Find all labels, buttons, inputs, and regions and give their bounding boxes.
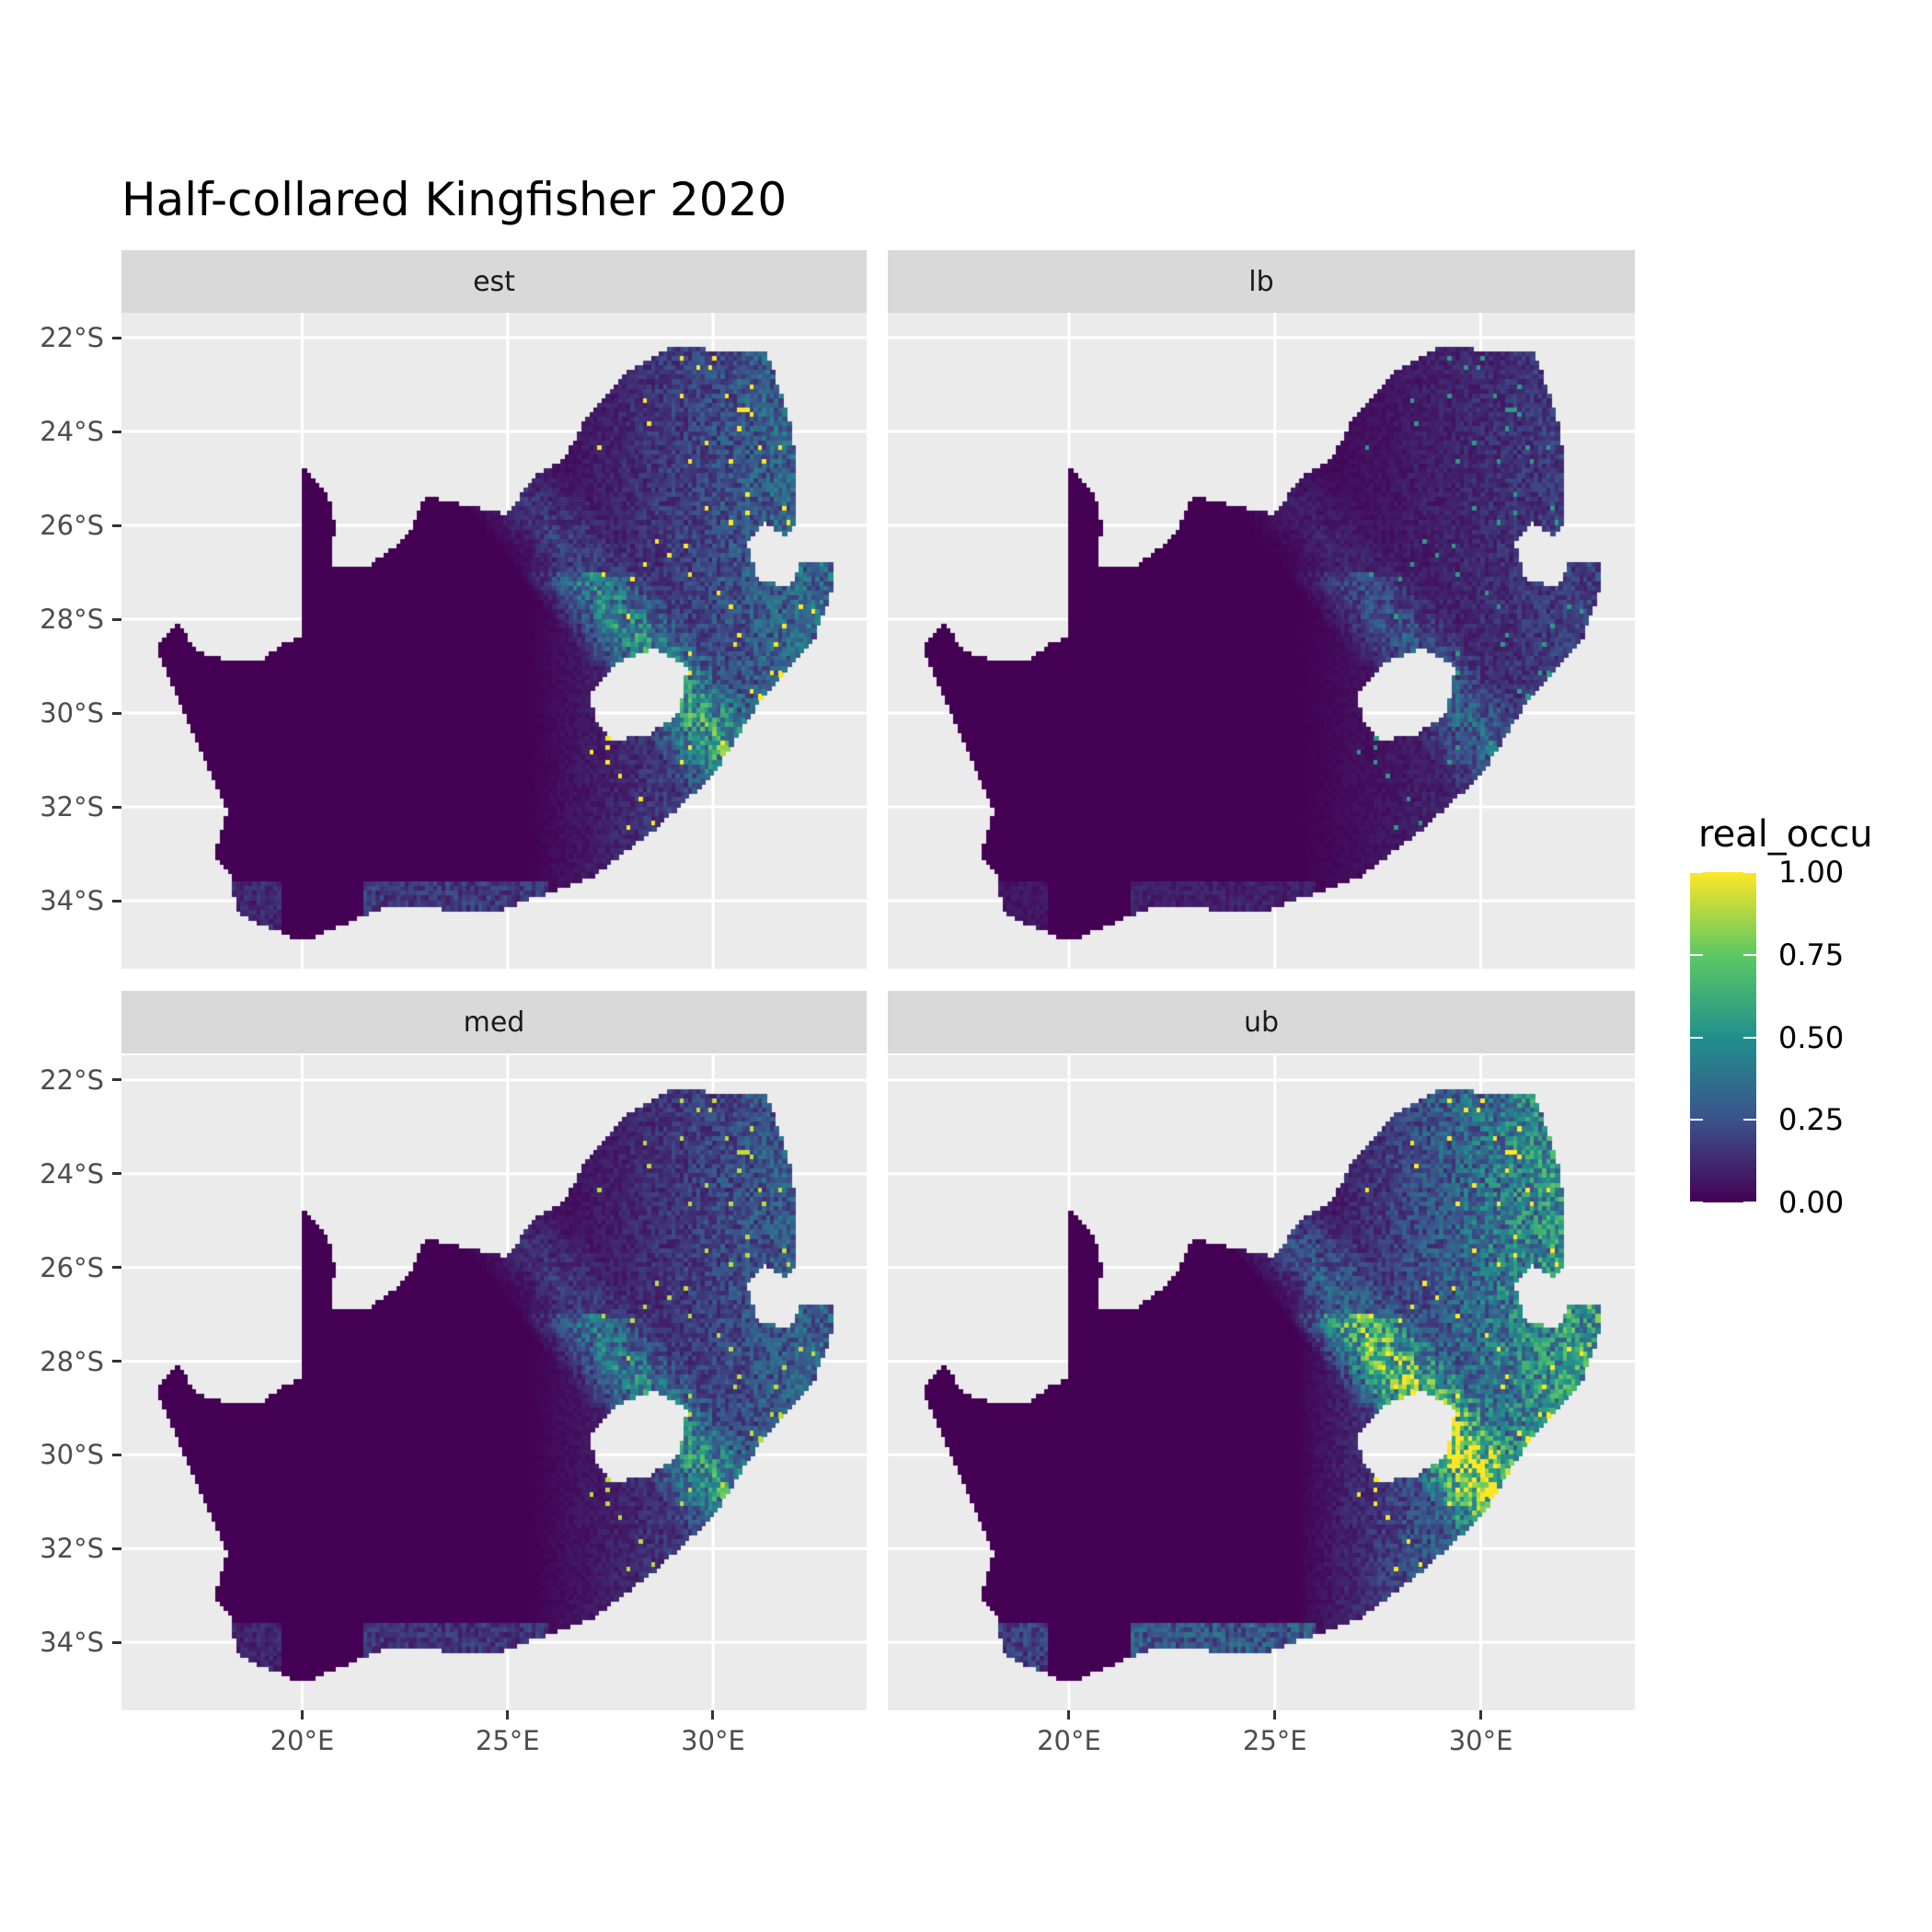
x-tick-label: 25°E <box>475 1725 540 1756</box>
facet-strip-med: med <box>121 991 867 1053</box>
y-tick-label: 30°S <box>40 1439 104 1471</box>
y-tick <box>112 899 121 903</box>
x-tick <box>711 1710 715 1719</box>
y-tick <box>112 430 121 433</box>
y-tick <box>112 1078 121 1082</box>
facet-strip-est: est <box>121 250 867 313</box>
facet-strip-lb: lb <box>888 250 1635 313</box>
y-tick <box>112 1640 121 1644</box>
legend-tick <box>1743 953 1756 956</box>
legend-label: 0.75 <box>1778 937 1845 972</box>
y-tick <box>112 1266 121 1270</box>
y-tick <box>112 523 121 527</box>
x-tick <box>1273 1710 1277 1719</box>
legend-title: real_occu <box>1698 813 1873 856</box>
legend-tick <box>1690 1036 1703 1039</box>
y-tick-label: 22°S <box>40 1064 104 1096</box>
x-tick-label: 20°E <box>270 1725 335 1756</box>
x-tick <box>300 1710 304 1719</box>
y-tick <box>112 617 121 621</box>
y-tick-label: 28°S <box>40 604 104 636</box>
y-tick-label: 24°S <box>40 1157 104 1190</box>
y-tick-label: 30°S <box>40 697 104 730</box>
y-tick-label: 32°S <box>40 1533 104 1565</box>
y-tick-label: 26°S <box>40 1251 104 1283</box>
facet-label: lb <box>1248 265 1274 298</box>
occupancy-raster <box>888 1055 1635 1710</box>
x-tick-label: 30°E <box>681 1725 745 1756</box>
legend-label: 0.00 <box>1778 1185 1845 1220</box>
x-tick <box>1479 1710 1483 1719</box>
y-tick-label: 26°S <box>40 510 104 542</box>
map-panel-est <box>121 313 867 969</box>
y-tick-label: 24°S <box>40 416 104 448</box>
legend-tick <box>1690 1202 1703 1203</box>
legend-tick <box>1743 871 1756 873</box>
x-tick-label: 30°E <box>1448 1725 1513 1756</box>
y-tick <box>112 1453 121 1456</box>
y-tick <box>112 1172 121 1176</box>
occupancy-raster <box>121 1055 867 1710</box>
occupancy-raster <box>121 313 867 969</box>
legend-label: 0.50 <box>1778 1019 1845 1055</box>
y-tick-label: 34°S <box>40 1627 104 1659</box>
facet-strip-ub: ub <box>888 991 1635 1053</box>
legend-tick <box>1743 1036 1756 1039</box>
x-tick-label: 20°E <box>1037 1725 1101 1756</box>
legend-label: 0.25 <box>1778 1102 1845 1138</box>
legend-tick <box>1690 953 1703 956</box>
x-tick <box>506 1710 510 1719</box>
y-tick <box>112 1547 121 1550</box>
y-tick-label: 32°S <box>40 791 104 823</box>
y-tick <box>112 805 121 809</box>
y-tick <box>112 1360 121 1363</box>
legend-tick <box>1743 1202 1756 1203</box>
map-panel-lb <box>888 313 1635 969</box>
legend-tick <box>1743 1119 1756 1121</box>
y-tick-label: 28°S <box>40 1345 104 1377</box>
plot-title: Half-collared Kingfisher 2020 <box>121 173 788 226</box>
facet-label: ub <box>1243 1006 1280 1039</box>
map-panel-med <box>121 1055 867 1710</box>
occupancy-raster <box>888 313 1635 969</box>
legend-label: 1.00 <box>1778 855 1845 890</box>
y-tick-label: 34°S <box>40 885 104 917</box>
y-tick <box>112 336 121 339</box>
facet-label: med <box>463 1006 525 1039</box>
facet-label: est <box>473 265 515 298</box>
map-panel-ub <box>888 1055 1635 1710</box>
y-tick <box>112 711 121 715</box>
x-tick <box>1067 1710 1071 1719</box>
legend-tick <box>1690 1119 1703 1121</box>
legend-tick <box>1690 871 1703 873</box>
y-tick-label: 22°S <box>40 322 104 354</box>
x-tick-label: 25°E <box>1242 1725 1307 1756</box>
